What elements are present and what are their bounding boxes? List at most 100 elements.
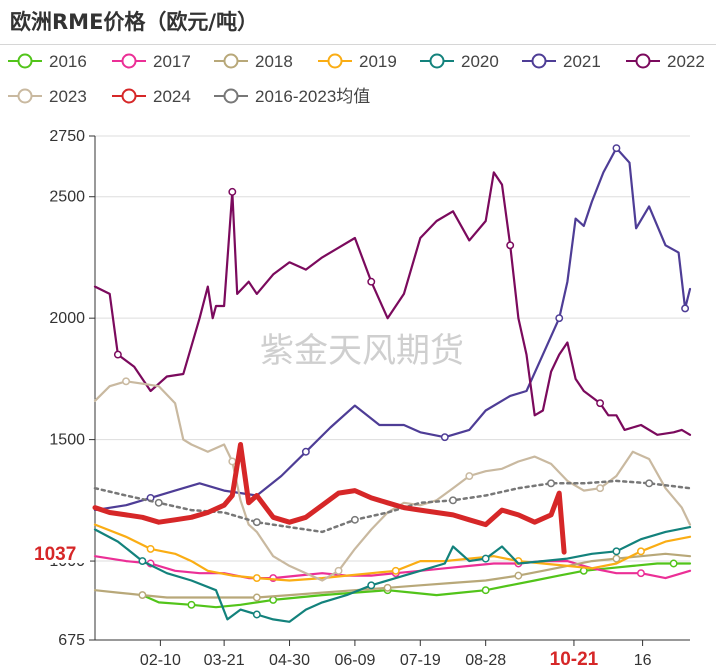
legend-swatch-marker — [635, 53, 651, 69]
series-point-2023 — [228, 457, 237, 466]
legend-label: 2019 — [359, 52, 397, 71]
series-point-2017 — [637, 569, 645, 578]
x-tick-label-03-21: 03-21 — [204, 652, 245, 666]
callout-box — [30, 539, 90, 564]
legend-label: 2022 — [667, 52, 705, 71]
legend-item-2016-2023[interactable]: 2016-2023均值 — [214, 87, 370, 106]
series-point-2023 — [334, 566, 343, 575]
series-point-2016-2023 — [350, 515, 359, 524]
series-line-2016-2023 — [93, 479, 692, 534]
series-line-2022 — [93, 171, 692, 436]
series-point-2020 — [367, 581, 376, 590]
series-point-2018 — [138, 591, 147, 600]
callout-value: 1037 — [34, 544, 76, 565]
legend-label: 2023 — [49, 87, 87, 106]
series-point-2016-2023 — [449, 496, 457, 505]
legend-label: 2024 — [153, 87, 191, 106]
legend-swatch-marker — [327, 53, 343, 69]
series-point-2018 — [383, 583, 392, 592]
series-lines — [92, 144, 692, 623]
series-point-2022 — [113, 350, 122, 359]
legend-swatch-marker — [223, 88, 239, 104]
y-tick-label-2000: 2000 — [49, 310, 85, 327]
legend-label: 2016 — [49, 52, 87, 71]
series-point-2016-2023 — [154, 498, 163, 507]
chart-title: 欧洲RME价格（欧元/吨） — [10, 10, 259, 34]
series-point-2016 — [481, 586, 490, 595]
series-point-2021 — [301, 447, 310, 456]
x-tick-label-04-30: 04-30 — [269, 652, 310, 666]
series-point-2022 — [367, 277, 376, 286]
series-point-2019 — [637, 547, 645, 556]
series-point-2016 — [269, 595, 278, 604]
series-point-2020 — [481, 554, 490, 563]
series-line-2024 — [92, 442, 567, 555]
series-point-2016 — [187, 600, 196, 609]
legend-swatch-marker — [429, 53, 445, 69]
title-divider — [0, 44, 716, 45]
x-tick-label-08-28: 08-28 — [465, 652, 506, 666]
x-tick-label-06-09: 06-09 — [334, 652, 375, 666]
legend-swatch-marker — [17, 53, 33, 69]
series-point-2019 — [391, 566, 400, 575]
legend-label: 2021 — [563, 52, 601, 71]
y-tick-label-2500: 2500 — [49, 189, 85, 206]
legend-swatch-marker — [223, 53, 239, 69]
legend-swatch-marker — [17, 88, 33, 104]
series-point-2016-2023 — [547, 479, 556, 488]
x-tick-label-07-19: 07-19 — [400, 652, 441, 666]
series-line-2016 — [141, 562, 692, 609]
series-point-2018 — [514, 571, 523, 580]
series-point-2023 — [596, 484, 605, 493]
series-line-2021 — [93, 147, 692, 512]
series-line-2020 — [93, 526, 692, 623]
legend-item-2022[interactable]: 2022 — [626, 52, 705, 71]
series-point-2021 — [440, 433, 449, 442]
series-line-2018 — [93, 552, 692, 599]
y-tick-label-1500: 1500 — [49, 432, 85, 449]
legend-label: 2018 — [255, 52, 293, 71]
legend-swatch-marker — [531, 53, 547, 69]
series-line-2023 — [93, 380, 692, 582]
series-point-2020 — [138, 557, 147, 566]
legend-item-2024[interactable]: 2024 — [112, 87, 191, 106]
series-point-2018 — [612, 554, 621, 563]
series-point-2023 — [122, 377, 131, 386]
legend-item-2023[interactable]: 2023 — [8, 87, 87, 106]
legend-item-2017[interactable]: 2017 — [112, 52, 191, 71]
legend-item-2018[interactable]: 2018 — [214, 52, 293, 71]
series-point-2020 — [612, 547, 621, 556]
series-point-2022 — [596, 399, 605, 408]
series-point-2019 — [146, 544, 155, 553]
series-point-2016-2023 — [252, 518, 261, 527]
legend-item-2020[interactable]: 2020 — [420, 52, 499, 71]
series-point-2018 — [252, 593, 261, 602]
y-tick-label-675: 675 — [58, 632, 85, 649]
legend-item-2016[interactable]: 2016 — [8, 52, 87, 71]
watermark: 紫金天风期货 — [260, 331, 464, 371]
x-tick-label-10-21: 10-21 — [550, 649, 599, 666]
series-point-2019 — [252, 574, 261, 583]
annotations: 1037 — [30, 539, 90, 565]
legend-swatch-marker — [121, 88, 137, 104]
series-point-2016-2023 — [645, 479, 654, 488]
legend-label: 2020 — [461, 52, 499, 71]
series-point-2021 — [612, 144, 621, 153]
x-tick-label-02-10: 02-10 — [140, 652, 181, 666]
grid-lines — [95, 135, 690, 562]
y-tick-label-2750: 2750 — [49, 128, 85, 145]
legend-item-2021[interactable]: 2021 — [522, 52, 601, 71]
legend-label: 2017 — [153, 52, 191, 71]
legend-item-2019[interactable]: 2019 — [318, 52, 397, 71]
x-tick-label-16: 16 — [634, 652, 652, 666]
legend[interactable]: 2016 2017 2018 2019 2020 2021 2022 2023 2024 2016… — [8, 52, 705, 106]
series-point-2016 — [669, 559, 678, 568]
series-point-2022 — [228, 187, 237, 196]
series-point-2022 — [506, 241, 515, 250]
series-point-2020 — [252, 610, 261, 619]
legend-label: 2016-2023均值 — [255, 87, 370, 106]
series-point-2023 — [465, 472, 474, 480]
series-point-2021 — [681, 304, 690, 313]
legend-swatch-marker — [121, 53, 137, 69]
